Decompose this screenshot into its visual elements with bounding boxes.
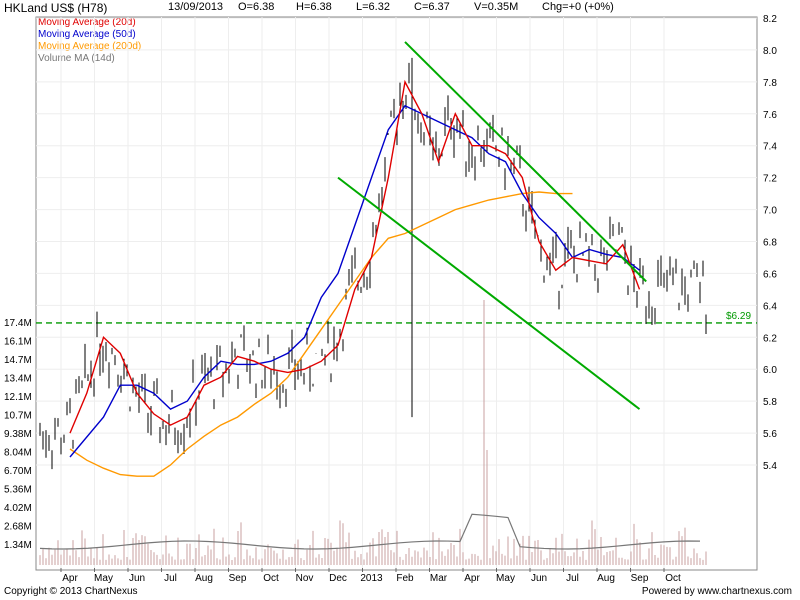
volume-tick-label: 17.4M	[4, 318, 32, 329]
price-tick-label: 5.8	[763, 397, 777, 408]
high-label: H=6.38	[296, 1, 332, 13]
legend-ma200: Moving Average (200d)	[38, 41, 142, 52]
chart-legend: Moving Average (20d) Moving Average (50d…	[38, 17, 141, 65]
month-label: Aug	[195, 573, 213, 584]
volume-tick-label: 9.38M	[4, 429, 32, 440]
month-label: May	[94, 573, 113, 584]
month-label: Dec	[329, 573, 347, 584]
price-tick-label: 6.6	[763, 269, 777, 280]
price-tick-label: 6.4	[763, 301, 777, 312]
moving-averages	[39, 79, 701, 550]
price-tick-label: 6.0	[763, 365, 777, 376]
price-tick-label: 6.2	[763, 333, 777, 344]
ma20-line	[69, 79, 641, 434]
grid-lines	[36, 17, 757, 570]
month-label: May	[496, 573, 515, 584]
month-label: Sep	[631, 573, 649, 584]
open-label: O=6.38	[238, 1, 275, 13]
volume-label: V=0.35M	[474, 1, 519, 13]
price-tick-label: 7.6	[763, 110, 777, 121]
volume-tick-label: 2.68M	[4, 522, 32, 533]
price-tick-label: 7.2	[763, 174, 777, 185]
volume-tick-label: 14.7M	[4, 355, 32, 366]
month-label: 2013	[360, 573, 383, 584]
month-label: Nov	[296, 573, 314, 584]
volume-tick-label: 16.1M	[4, 337, 32, 348]
close-label: C=6.37	[414, 1, 450, 13]
volume-ma-line	[39, 513, 701, 550]
month-label: Sep	[229, 573, 247, 584]
month-label: Jun	[129, 573, 145, 584]
stock-title: HKLand US$ (H78)	[4, 1, 108, 15]
price-tick-label: 7.8	[763, 78, 777, 89]
volume-tick-label: 13.4M	[4, 374, 32, 385]
date-label: 13/09/2013	[168, 1, 224, 13]
volume-tick-label: 6.70M	[4, 466, 32, 477]
legend-ma20: Moving Average (20d)	[38, 17, 136, 28]
month-label: Oct	[263, 573, 279, 584]
axes: 8.2 8.0 7.8 7.6 7.4 7.2 7.0 6.8 6.6 6.4 6.2 6.0 5.8 5…	[4, 14, 777, 584]
month-label: Jul	[566, 573, 579, 584]
volume-tick-label: 5.36M	[4, 485, 32, 496]
copyright-text: Copyright © 2013 ChartNexus	[4, 586, 138, 597]
month-label: Apr	[62, 573, 78, 584]
month-label: Jul	[164, 573, 177, 584]
change-label: Chg=+0 (+0%)	[542, 1, 614, 13]
low-label: L=6.32	[356, 1, 390, 13]
volume-tick-label: 8.04M	[4, 448, 32, 459]
legend-ma50: Moving Average (50d)	[38, 29, 136, 40]
trend-line	[337, 176, 641, 410]
ma200-line	[69, 191, 573, 477]
volume-tick-label: 12.1M	[4, 392, 32, 403]
support-label: $6.29	[726, 311, 751, 322]
legend-volume-ma: Volume MA (14d)	[38, 53, 115, 64]
price-tick-label: 5.4	[763, 461, 777, 472]
volume-bars	[39, 300, 707, 565]
price-tick-label: 8.2	[763, 14, 777, 25]
price-tick-label: 6.8	[763, 238, 777, 249]
month-label: Feb	[396, 573, 414, 584]
trend-lines	[337, 41, 647, 410]
volume-tick-label: 1.34M	[4, 540, 32, 551]
price-tick-label: 5.6	[763, 429, 777, 440]
volume-tick-label: 4.02M	[4, 503, 32, 514]
trend-line	[404, 41, 647, 283]
ma50-line	[69, 104, 640, 458]
month-label: Mar	[430, 573, 448, 584]
powered-by-text: Powered by www.chartnexus.com	[641, 586, 792, 597]
month-label: Jun	[531, 573, 547, 584]
price-tick-label: 8.0	[763, 46, 777, 57]
month-label: Oct	[665, 573, 681, 584]
price-bars	[39, 57, 707, 470]
month-label: Apr	[464, 573, 480, 584]
chart-header: HKLand US$ (H78) 13/09/2013 O=6.38 H=6.3…	[0, 0, 800, 16]
price-tick-label: 7.4	[763, 142, 777, 153]
price-tick-label: 7.0	[763, 206, 777, 217]
month-label: Aug	[597, 573, 615, 584]
volume-tick-label: 10.7M	[4, 411, 32, 422]
